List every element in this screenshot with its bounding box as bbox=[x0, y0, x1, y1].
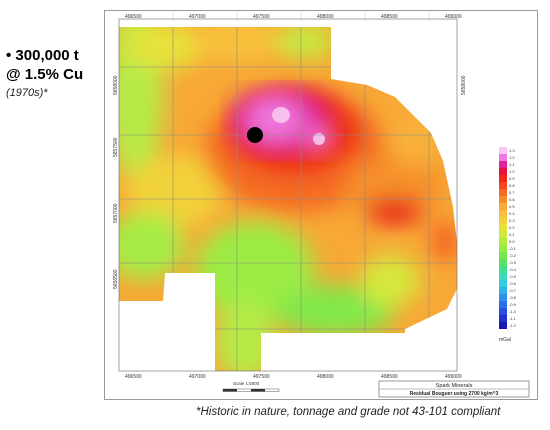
y-tick: 5658000 bbox=[461, 75, 467, 95]
colorbar-swatch bbox=[499, 273, 507, 280]
colorbar-swatch bbox=[499, 308, 507, 315]
y-ticks-left: 5658000 5657500 5657000 5656500 bbox=[113, 75, 119, 289]
colorbar-label: 0.1 bbox=[509, 232, 515, 237]
colorbar-label: -1.2 bbox=[509, 323, 517, 328]
colorbar-swatch bbox=[499, 231, 507, 238]
colorbar-swatch bbox=[499, 287, 507, 294]
x-tick: 496500 bbox=[125, 374, 142, 380]
x-tick: 499000 bbox=[445, 374, 462, 380]
colorbar-label: 1.1 bbox=[509, 162, 515, 167]
x-tick: 497500 bbox=[253, 14, 270, 20]
x-tick: 499000 bbox=[445, 14, 462, 20]
x-tick: 498500 bbox=[381, 374, 398, 380]
x-tick: 498500 bbox=[381, 14, 398, 20]
colorbar-swatch bbox=[499, 154, 507, 161]
y-ticks-right: 5658000 bbox=[461, 75, 467, 95]
x-tick: 498000 bbox=[317, 374, 334, 380]
colorbar-swatch bbox=[499, 210, 507, 217]
colorbar-swatch bbox=[499, 280, 507, 287]
colorbar-swatch bbox=[499, 266, 507, 273]
gravity-map: 496500 497000 497500 498000 498500 49900… bbox=[113, 11, 530, 398]
colorbar-swatch bbox=[499, 238, 507, 245]
colorbar-label: -0.2 bbox=[509, 253, 517, 258]
x-tick: 497000 bbox=[189, 14, 206, 20]
era-text: (1970s)* bbox=[6, 87, 48, 99]
colorbar-swatch bbox=[499, 294, 507, 301]
map-subtitle: Residual Bouguer using 2700 kg/m^3 bbox=[410, 391, 499, 397]
colorbar-swatch bbox=[499, 315, 507, 322]
x-tick: 497000 bbox=[189, 374, 206, 380]
colorbar-label: 0.6 bbox=[509, 197, 515, 202]
colorbar-label: 0.0 bbox=[509, 239, 515, 244]
company-name: Spark Minerals bbox=[436, 383, 473, 389]
colorbar-swatch bbox=[499, 175, 507, 182]
y-tick: 5656500 bbox=[113, 269, 119, 289]
colorbar-unit: mGal bbox=[499, 337, 511, 343]
colorbar-label: 0.8 bbox=[509, 183, 515, 188]
y-tick: 5657000 bbox=[113, 203, 119, 223]
colorbar-swatch bbox=[499, 189, 507, 196]
x-tick: 496500 bbox=[125, 14, 142, 20]
y-tick: 5657500 bbox=[113, 137, 119, 157]
scale-label: Scale 1:5000 bbox=[233, 381, 260, 386]
y-tick: 5658000 bbox=[113, 75, 119, 95]
colorbar-label: -0.3 bbox=[509, 260, 517, 265]
colorbar-label: -0.7 bbox=[509, 288, 517, 293]
grade-text: @ 1.5% Cu bbox=[6, 66, 84, 83]
colorbar-swatch bbox=[499, 301, 507, 308]
colorbar-label: -0.8 bbox=[509, 295, 517, 300]
colorbar-label: 0.9 bbox=[509, 176, 515, 181]
deposit-marker bbox=[247, 127, 263, 143]
x-ticks-top: 496500 497000 497500 498000 498500 49900… bbox=[125, 14, 462, 20]
colorbar-label: 0.5 bbox=[509, 204, 515, 209]
colorbar-label: 0.7 bbox=[509, 190, 515, 195]
colorbar-label: -1.1 bbox=[509, 316, 517, 321]
colorbar: 1.3 1.2 1.1 1.0 0.9 0.8 0.7 0.6 0.5 0.4 0.3 0.2 0.1 0… bbox=[499, 147, 517, 329]
colorbar-swatch bbox=[499, 224, 507, 231]
colorbar-label: -0.1 bbox=[509, 246, 517, 251]
colorbar-swatch bbox=[499, 322, 507, 329]
colorbar-label: 1.2 bbox=[509, 155, 515, 160]
colorbar-swatch bbox=[499, 217, 507, 224]
colorbar-label: -0.9 bbox=[509, 302, 517, 307]
plot-border bbox=[118, 18, 458, 372]
colorbar-label: -1.0 bbox=[509, 309, 517, 314]
colorbar-label: 1.0 bbox=[509, 169, 515, 174]
colorbar-label: -0.5 bbox=[509, 274, 517, 279]
colorbar-label: -0.4 bbox=[509, 267, 517, 272]
colorbar-swatch bbox=[499, 147, 507, 154]
colorbar-swatch bbox=[499, 168, 507, 175]
colorbar-swatch bbox=[499, 182, 507, 189]
colorbar-label: 1.3 bbox=[509, 148, 515, 153]
colorbar-label: 0.4 bbox=[509, 211, 515, 216]
x-tick: 498000 bbox=[317, 14, 334, 20]
x-ticks-bottom: 496500 497000 497500 498000 498500 49900… bbox=[125, 374, 462, 380]
colorbar-swatch bbox=[499, 161, 507, 168]
colorbar-swatch bbox=[499, 245, 507, 252]
colorbar-swatch bbox=[499, 196, 507, 203]
anomaly-surface bbox=[119, 27, 457, 371]
title-block: Spark Minerals Residual Bouguer using 27… bbox=[378, 380, 530, 398]
colorbar-label: 0.3 bbox=[509, 218, 515, 223]
x-tick: 497500 bbox=[253, 374, 270, 380]
colorbar-swatch bbox=[499, 259, 507, 266]
colorbar-swatch bbox=[499, 203, 507, 210]
map-frame: 496500 497000 497500 498000 498500 49900… bbox=[104, 10, 538, 400]
compliance-footnote: *Historic in nature, tonnage and grade n… bbox=[196, 406, 501, 418]
scale-bar: Scale 1:5000 bbox=[222, 381, 280, 392]
tonnage-text: • 300,000 t bbox=[6, 47, 79, 64]
deposit-callout: • 300,000 t @ 1.5% Cu (1970s)* bbox=[6, 46, 102, 99]
colorbar-swatch bbox=[499, 252, 507, 259]
colorbar-label: 0.2 bbox=[509, 225, 515, 230]
colorbar-label: -0.6 bbox=[509, 281, 517, 286]
